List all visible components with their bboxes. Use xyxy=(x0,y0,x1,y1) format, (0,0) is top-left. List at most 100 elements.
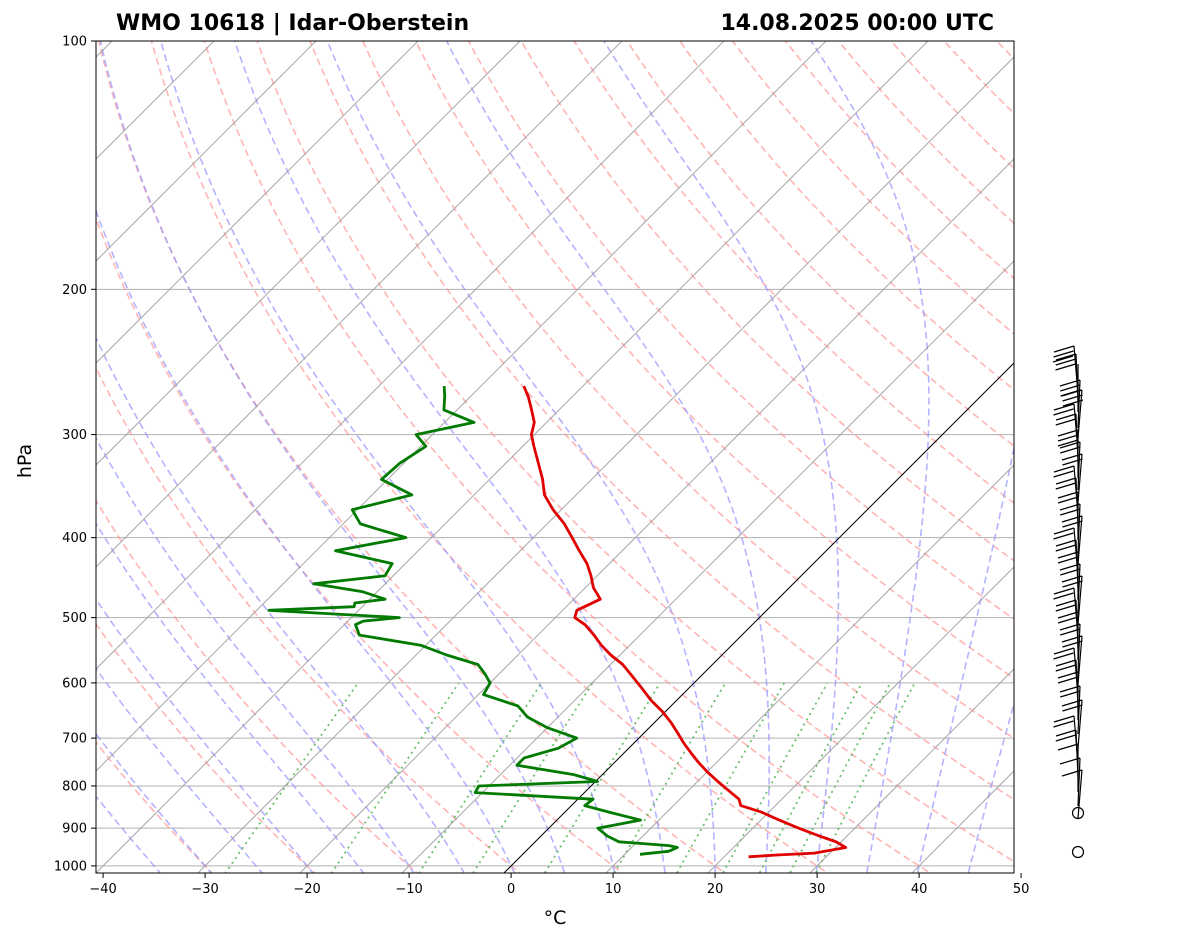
wind-barb-flag xyxy=(1062,394,1083,402)
mixing-ratio-line xyxy=(330,682,460,873)
wind-barb-flag xyxy=(1057,429,1079,437)
wind-barb-flag xyxy=(1053,408,1074,416)
x-tick-label: −20 xyxy=(293,882,320,897)
wind-barb-flag xyxy=(1060,384,1081,392)
wind-barb-flag xyxy=(1060,628,1081,636)
isotherm xyxy=(96,41,521,466)
wind-barb-flag xyxy=(1057,743,1079,751)
wind-barb-flag xyxy=(1055,544,1076,552)
moist-adiabat xyxy=(96,732,213,873)
wind-barb-flag xyxy=(1059,757,1081,765)
wind-barb-flag xyxy=(1053,345,1075,353)
wind-barb-staff xyxy=(1077,769,1083,819)
wind-barb-staff xyxy=(1077,623,1081,673)
wind-barb-staff xyxy=(1077,563,1081,613)
mixing-ratio-line xyxy=(418,682,543,873)
y-tick-label: 800 xyxy=(62,779,87,794)
mixing-ratio-line xyxy=(788,682,892,873)
wind-barb-flag xyxy=(1062,580,1083,588)
x-tick-label: −10 xyxy=(395,882,422,897)
isotherm xyxy=(401,260,1014,873)
wind-barb-flag xyxy=(1057,616,1079,624)
isotherm xyxy=(605,464,1014,873)
dry-adiabat xyxy=(414,41,1014,680)
wind-barb-flag xyxy=(1055,604,1076,612)
wind-barb-flag xyxy=(1057,491,1079,499)
isotherms xyxy=(0,41,1014,873)
isotherm xyxy=(197,56,1014,873)
chart-title-station: WMO 10618 | Idar-Oberstein xyxy=(116,11,469,36)
wind-barb-flag xyxy=(1055,418,1076,426)
wind-barb-flag xyxy=(1053,720,1074,728)
x-tick-label: −30 xyxy=(191,882,218,897)
wind-barb-staff xyxy=(1077,757,1081,807)
wind-barb-staff xyxy=(1077,503,1081,553)
wind-barb-flag xyxy=(1055,482,1076,490)
dry-adiabat xyxy=(309,41,1014,801)
plot-frame xyxy=(95,40,1015,874)
dry-adiabat xyxy=(256,41,1014,863)
x-tick-label: −40 xyxy=(89,882,116,897)
wind-barb-flag xyxy=(1055,659,1077,667)
wind-barb-flag xyxy=(1055,358,1076,366)
zero-isotherm xyxy=(503,362,1014,873)
dry-adiabat xyxy=(96,741,214,873)
wind-barb-flag xyxy=(1061,575,1083,583)
wind-barb-flag xyxy=(1061,635,1083,643)
y-tick-label: 200 xyxy=(62,283,87,298)
wind-barb-flag xyxy=(1053,532,1074,540)
wind-barb-flag xyxy=(1061,453,1083,461)
isotherm xyxy=(809,668,1014,873)
moist-adiabat xyxy=(810,41,930,873)
dry-adiabat xyxy=(361,41,1014,740)
isotherm xyxy=(299,158,1014,873)
y-tick-label: 400 xyxy=(62,531,87,546)
wind-barb-flag xyxy=(1053,470,1074,478)
wind-barb-flag xyxy=(1057,551,1079,559)
wind-barb-flag xyxy=(1055,413,1077,421)
isotherm xyxy=(0,41,10,873)
mixing-ratio-lines xyxy=(224,682,916,873)
wind-barb-flag xyxy=(1053,465,1075,473)
wind-barb-flag xyxy=(1059,503,1081,511)
y-tick-label: 900 xyxy=(62,822,87,837)
moist-adiabat xyxy=(967,701,1014,873)
wind-barb-flag xyxy=(1062,520,1083,528)
moist-adiabat xyxy=(96,208,516,873)
wind-barb-flag xyxy=(1060,508,1081,516)
temperature-profile xyxy=(522,385,848,859)
wind-barb-flag xyxy=(1057,496,1079,504)
wind-barb-flag xyxy=(1059,441,1081,449)
isotherm xyxy=(96,41,623,568)
wind-barb-flag xyxy=(1057,676,1079,684)
wind-barb-flag xyxy=(1057,434,1079,442)
y-axis-label: hPa xyxy=(14,444,36,478)
calm-wind-marker xyxy=(1071,845,1085,859)
moist-adiabat xyxy=(96,795,162,873)
mixing-ratio-line xyxy=(675,682,786,873)
wind-barb-flag xyxy=(1055,353,1077,361)
wind-barb-flag xyxy=(1055,539,1077,547)
wind-barb-flag xyxy=(1057,439,1079,447)
y-tick-label: 700 xyxy=(62,732,87,747)
wind-barb-flag xyxy=(1059,379,1081,387)
wind-barb-flag xyxy=(1061,515,1083,523)
wind-barb-flag xyxy=(1059,563,1081,571)
wind-barb-flag xyxy=(1061,769,1083,777)
y-tick-label: 300 xyxy=(62,428,87,443)
moist-adiabat xyxy=(916,443,1014,873)
wind-barb-staff xyxy=(1077,685,1081,735)
wind-barb-flag xyxy=(1052,355,1074,363)
mixing-ratio-line xyxy=(758,682,863,873)
x-axis-label: °C xyxy=(544,907,567,929)
wind-barb-staff xyxy=(1077,389,1083,439)
wind-barb-flag xyxy=(1060,446,1081,454)
calm-wind-marker xyxy=(1071,806,1085,820)
sounding-profiles xyxy=(267,385,848,859)
mixing-ratio-line xyxy=(815,682,916,873)
moist-adiabat xyxy=(233,41,666,873)
moist-adiabat xyxy=(96,597,314,873)
dry-adiabat xyxy=(150,41,829,873)
mixing-ratio-line xyxy=(613,682,727,873)
dry-adiabat xyxy=(467,41,1014,621)
